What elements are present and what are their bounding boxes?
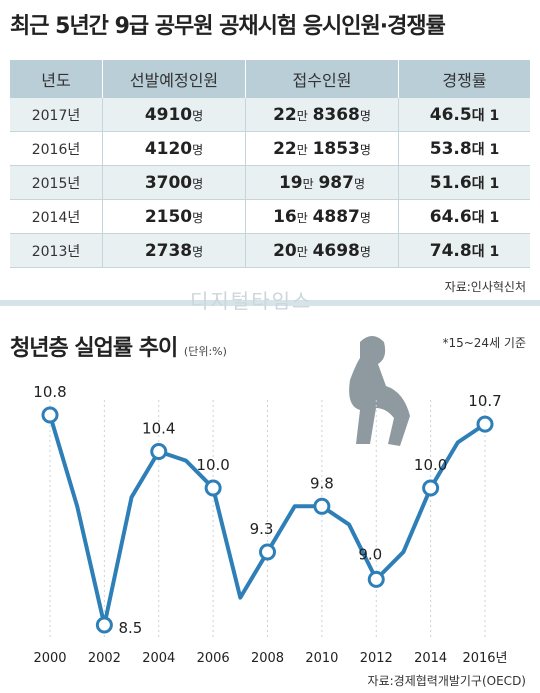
data-point bbox=[204, 479, 222, 497]
data-point bbox=[150, 443, 168, 461]
chart-note: *15~24세 기준 bbox=[442, 336, 526, 350]
data-label: 10.4 bbox=[142, 420, 175, 438]
x-tick-label: 2008 bbox=[251, 651, 284, 666]
x-tick-label: 2014 bbox=[414, 651, 447, 666]
chart-title: 청년층 실업률 추이 (단위:%) bbox=[10, 330, 227, 362]
x-tick-label: 2012 bbox=[360, 651, 393, 666]
chart-unit: (단위:%) bbox=[183, 345, 227, 358]
cell-applicants: 20만 4698명 bbox=[245, 233, 399, 268]
cell-selected: 2150명 bbox=[102, 199, 246, 234]
data-point bbox=[41, 406, 59, 424]
column-header-selected: 선발예정인원 bbox=[102, 60, 246, 98]
column-header-year: 년도 bbox=[10, 60, 103, 98]
data-point bbox=[95, 616, 113, 634]
data-point bbox=[367, 570, 385, 588]
cell-ratio: 51.6대 1 bbox=[398, 165, 530, 200]
data-label: 9.8 bbox=[310, 474, 334, 492]
cell-selected: 4120명 bbox=[102, 131, 246, 166]
cell-year: 2017년 bbox=[10, 98, 103, 132]
data-label: 9.3 bbox=[250, 520, 274, 538]
cell-selected: 2738명 bbox=[102, 233, 246, 268]
cell-applicants: 16만 4887명 bbox=[245, 199, 399, 234]
x-tick-label: 2004 bbox=[142, 651, 175, 666]
table-source: 자료:인사혁신처 bbox=[444, 280, 526, 294]
cell-ratio: 46.5대 1 bbox=[398, 98, 530, 132]
data-point bbox=[313, 497, 331, 515]
cell-applicants: 19만 987명 bbox=[245, 165, 399, 200]
table-title: 최근 5년간 9급 공무원 공채시험 응시인원·경쟁률 bbox=[10, 14, 446, 39]
table-row: 2017년 4910명 22만 8368명 46.5대 1 bbox=[10, 98, 530, 132]
watermark: 디지털타임스 bbox=[190, 289, 313, 313]
column-header-ratio: 경쟁률 bbox=[398, 60, 530, 98]
cell-ratio: 53.8대 1 bbox=[398, 131, 530, 166]
cell-selected: 3700명 bbox=[102, 165, 246, 200]
data-point bbox=[422, 479, 440, 497]
table-row: 2014년 2150명 16만 4887명 64.6대 1 bbox=[10, 199, 530, 234]
chart-title-text: 청년층 실업률 추이 bbox=[10, 336, 178, 361]
data-label: 10.0 bbox=[414, 456, 447, 474]
worried-man-illustration bbox=[349, 336, 410, 446]
x-tick-label: 2000 bbox=[33, 651, 66, 666]
data-point bbox=[476, 415, 494, 433]
table-row: 2013년 2738명 20만 4698명 74.8대 1 bbox=[10, 233, 530, 268]
data-label: 10.0 bbox=[196, 456, 229, 474]
data-label: 8.5 bbox=[118, 619, 142, 637]
data-label: 9.0 bbox=[358, 545, 382, 563]
cell-ratio: 74.8대 1 bbox=[398, 233, 530, 268]
cell-ratio: 64.6대 1 bbox=[398, 199, 530, 234]
cell-selected: 4910명 bbox=[102, 98, 246, 132]
section-divider bbox=[0, 300, 540, 306]
cell-year: 2015년 bbox=[10, 165, 103, 200]
data-label: 10.7 bbox=[468, 392, 501, 410]
data-point bbox=[259, 543, 276, 561]
x-tick-label: 2002 bbox=[88, 651, 121, 666]
cell-year: 2016년 bbox=[10, 131, 103, 166]
x-tick-label: 2010 bbox=[305, 651, 338, 666]
data-label: 10.8 bbox=[33, 383, 66, 401]
cell-year: 2013년 bbox=[10, 233, 103, 268]
cell-applicants: 22만 1853명 bbox=[245, 131, 399, 166]
table-header-row: 년도 선발예정인원 접수인원 경쟁률 bbox=[10, 60, 530, 98]
cell-applicants: 22만 8368명 bbox=[245, 98, 399, 132]
cell-year: 2014년 bbox=[10, 199, 103, 234]
competition-table: 년도 선발예정인원 접수인원 경쟁률 2017년 4910명 22만 8368명 46… bbox=[10, 60, 530, 268]
table-row: 2015년 3700명 19만 987명 51.6대 1 bbox=[10, 165, 530, 200]
x-tick-label: 2006 bbox=[197, 651, 230, 666]
unemployment-line-chart: 2000 2002 2004 2006 2008 2010 2012 2014 2016년 10.… bbox=[33, 383, 507, 666]
x-tick-label: 2016년 bbox=[462, 651, 507, 666]
chart-source: 자료:경제협력개발기구(OECD) bbox=[367, 674, 526, 688]
column-header-applicants: 접수인원 bbox=[245, 60, 399, 98]
table-row: 2016년 4120명 22만 1853명 53.8대 1 bbox=[10, 131, 530, 166]
